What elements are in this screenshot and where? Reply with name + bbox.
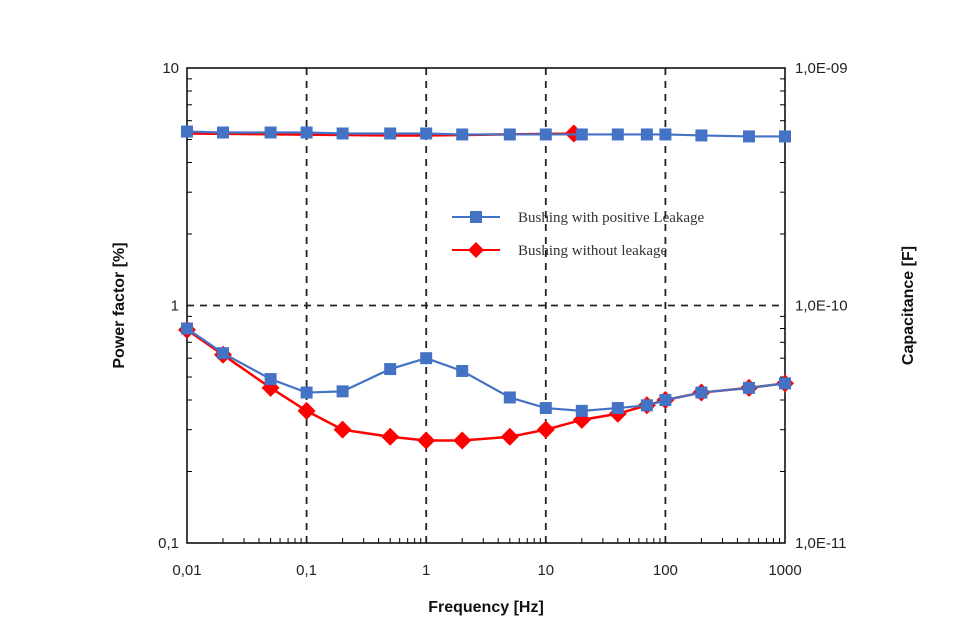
data-point	[217, 347, 230, 360]
data-point	[420, 127, 433, 140]
data-point	[695, 129, 708, 142]
data-point	[659, 128, 672, 141]
data-point	[456, 128, 469, 141]
x-tick-label: 100	[653, 562, 678, 579]
data-point	[453, 431, 472, 450]
data-point	[539, 402, 552, 415]
data-point	[539, 128, 552, 141]
data-point	[336, 385, 349, 398]
data-point	[420, 352, 433, 365]
tick-marks	[187, 78, 785, 543]
y-tick-label: 0,1	[158, 535, 179, 552]
data-point	[297, 401, 316, 420]
series-2	[181, 125, 791, 143]
data-point	[333, 420, 352, 439]
x-tick-label: 10	[537, 562, 554, 579]
grid-lines	[187, 68, 785, 543]
x-axis-title: Frequency [Hz]	[428, 599, 544, 616]
data-point	[503, 128, 516, 141]
y-axis-title: Power factor [%]	[111, 242, 128, 368]
data-point	[695, 386, 708, 399]
x-tick-label: 1	[422, 562, 430, 579]
y2-tick-label: 1,0E-09	[795, 60, 848, 77]
data-point	[575, 404, 588, 417]
data-point	[300, 386, 313, 399]
data-point	[381, 427, 400, 446]
data-point	[742, 130, 755, 143]
data-point	[611, 128, 624, 141]
data-point	[336, 127, 349, 140]
series-layer	[178, 124, 794, 450]
legend-marker-square	[470, 211, 482, 223]
x-tick-label: 0,01	[172, 562, 201, 579]
y2-tick-label: 1,0E-11	[795, 535, 846, 552]
data-point	[536, 420, 555, 439]
x-tick-label: 1000	[768, 562, 801, 579]
data-point	[217, 126, 230, 139]
tick-labels: 0,01 0,1 1 10 100 1000 0,1 1 10 1,0E-11 1,0E-10 1,0…	[158, 60, 847, 579]
data-point	[264, 373, 277, 386]
plot-frame	[186, 67, 786, 544]
data-point	[181, 322, 193, 335]
legend-marker-diamond	[468, 242, 484, 258]
data-point	[456, 364, 469, 377]
legend-label-without-leakage: Bushing without leakage	[518, 243, 667, 259]
data-point	[417, 431, 436, 450]
data-point	[779, 377, 791, 390]
data-point	[264, 126, 277, 139]
series-0	[181, 322, 791, 417]
data-point	[575, 128, 588, 141]
y-tick-label: 1	[171, 298, 179, 315]
data-point	[640, 399, 653, 412]
legend: Bushing with positive Leakage Bushing wi…	[452, 210, 705, 259]
data-point	[640, 128, 653, 141]
data-point	[384, 363, 397, 376]
data-point	[500, 427, 519, 446]
data-point	[503, 391, 516, 404]
y-tick-label: 10	[162, 60, 179, 77]
data-point	[659, 394, 672, 407]
data-point	[611, 402, 624, 415]
data-point	[779, 130, 791, 143]
series-line	[186, 327, 786, 412]
data-point	[300, 126, 313, 139]
y2-axis-title: Capacitance [F]	[900, 246, 917, 365]
data-point	[181, 125, 193, 138]
x-tick-label: 0,1	[296, 562, 317, 579]
legend-label-with-leakage: Bushing with positive Leakage	[518, 210, 705, 226]
y2-tick-label: 1,0E-10	[795, 298, 848, 315]
data-point	[742, 381, 755, 394]
data-point	[384, 127, 397, 140]
